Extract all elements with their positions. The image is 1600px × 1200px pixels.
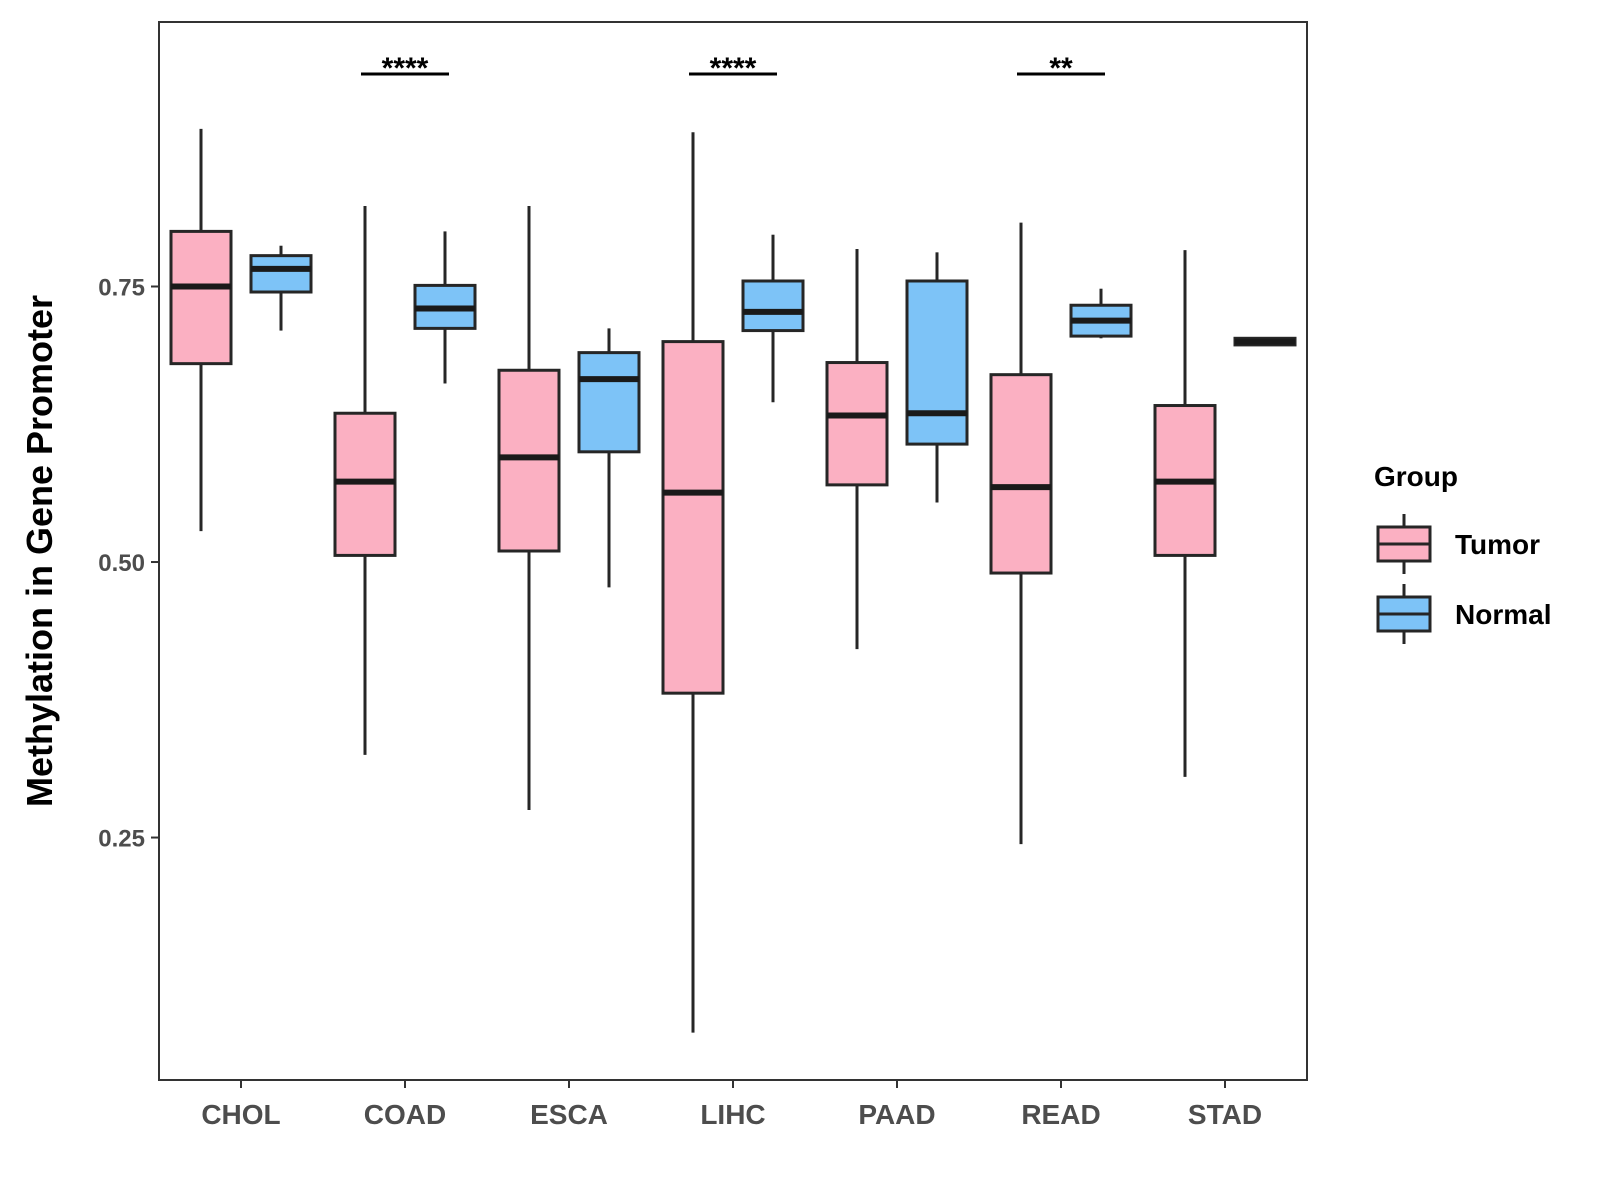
box-body [249, 254, 313, 294]
box-body [577, 351, 641, 454]
x-tick-label: READ [1021, 1099, 1100, 1130]
significance-label: **** [382, 52, 429, 85]
box-normal-read [1069, 288, 1133, 339]
y-tick-label: 0.25 [98, 826, 145, 853]
legend-label: Normal [1455, 599, 1551, 630]
box-body [661, 340, 725, 695]
box-series [169, 128, 1297, 1033]
box-tumor-coad [333, 206, 397, 755]
box-tumor-lihc [661, 132, 725, 1033]
x-tick-label: ESCA [530, 1099, 608, 1130]
box-body [497, 368, 561, 553]
box-normal-paad [905, 252, 969, 503]
box-normal-esca [577, 328, 641, 588]
x-tick-label: PAAD [858, 1099, 935, 1130]
plot-panel [158, 21, 1308, 1081]
box-body [989, 373, 1053, 575]
y-axis: 0.25 0.50 0.75 [98, 275, 159, 853]
box-normal-chol [249, 245, 313, 331]
y-tick-label: 0.50 [98, 550, 145, 577]
box-tumor-esca [497, 206, 561, 810]
box-body [741, 279, 805, 333]
legend-key-normal: Normal [1376, 584, 1551, 644]
box-normal-stad [1233, 336, 1297, 347]
legend: Group Tumor Normal [1374, 461, 1551, 644]
significance-annotations: **** **** ** [361, 52, 1105, 85]
x-tick-label: COAD [364, 1099, 446, 1130]
y-tick-label: 0.75 [98, 275, 145, 302]
y-axis-title: Methylation in Gene Promoter [19, 295, 60, 807]
legend-label: Tumor [1455, 529, 1540, 560]
significance-label: **** [710, 52, 757, 85]
box-normal-lihc [741, 234, 805, 403]
box-tumor-chol [169, 128, 233, 532]
legend-title: Group [1374, 461, 1458, 492]
box-tumor-read [989, 222, 1053, 845]
x-tick-label: LIHC [700, 1099, 765, 1130]
box-tumor-stad [1153, 250, 1217, 777]
box-body [169, 229, 233, 366]
box-tumor-paad [825, 249, 889, 650]
significance-label: ** [1049, 52, 1073, 85]
series-normal [249, 231, 1297, 588]
box-normal-coad [413, 231, 477, 384]
legend-key-tumor: Tumor [1376, 514, 1540, 574]
x-tick-label: CHOL [201, 1099, 280, 1130]
x-tick-label: STAD [1188, 1099, 1262, 1130]
box-body [825, 361, 889, 487]
x-axis: CHOL COAD ESCA LIHC PAAD READ STAD [201, 1080, 1262, 1130]
series-tumor [169, 128, 1217, 1033]
box-body [905, 279, 969, 446]
